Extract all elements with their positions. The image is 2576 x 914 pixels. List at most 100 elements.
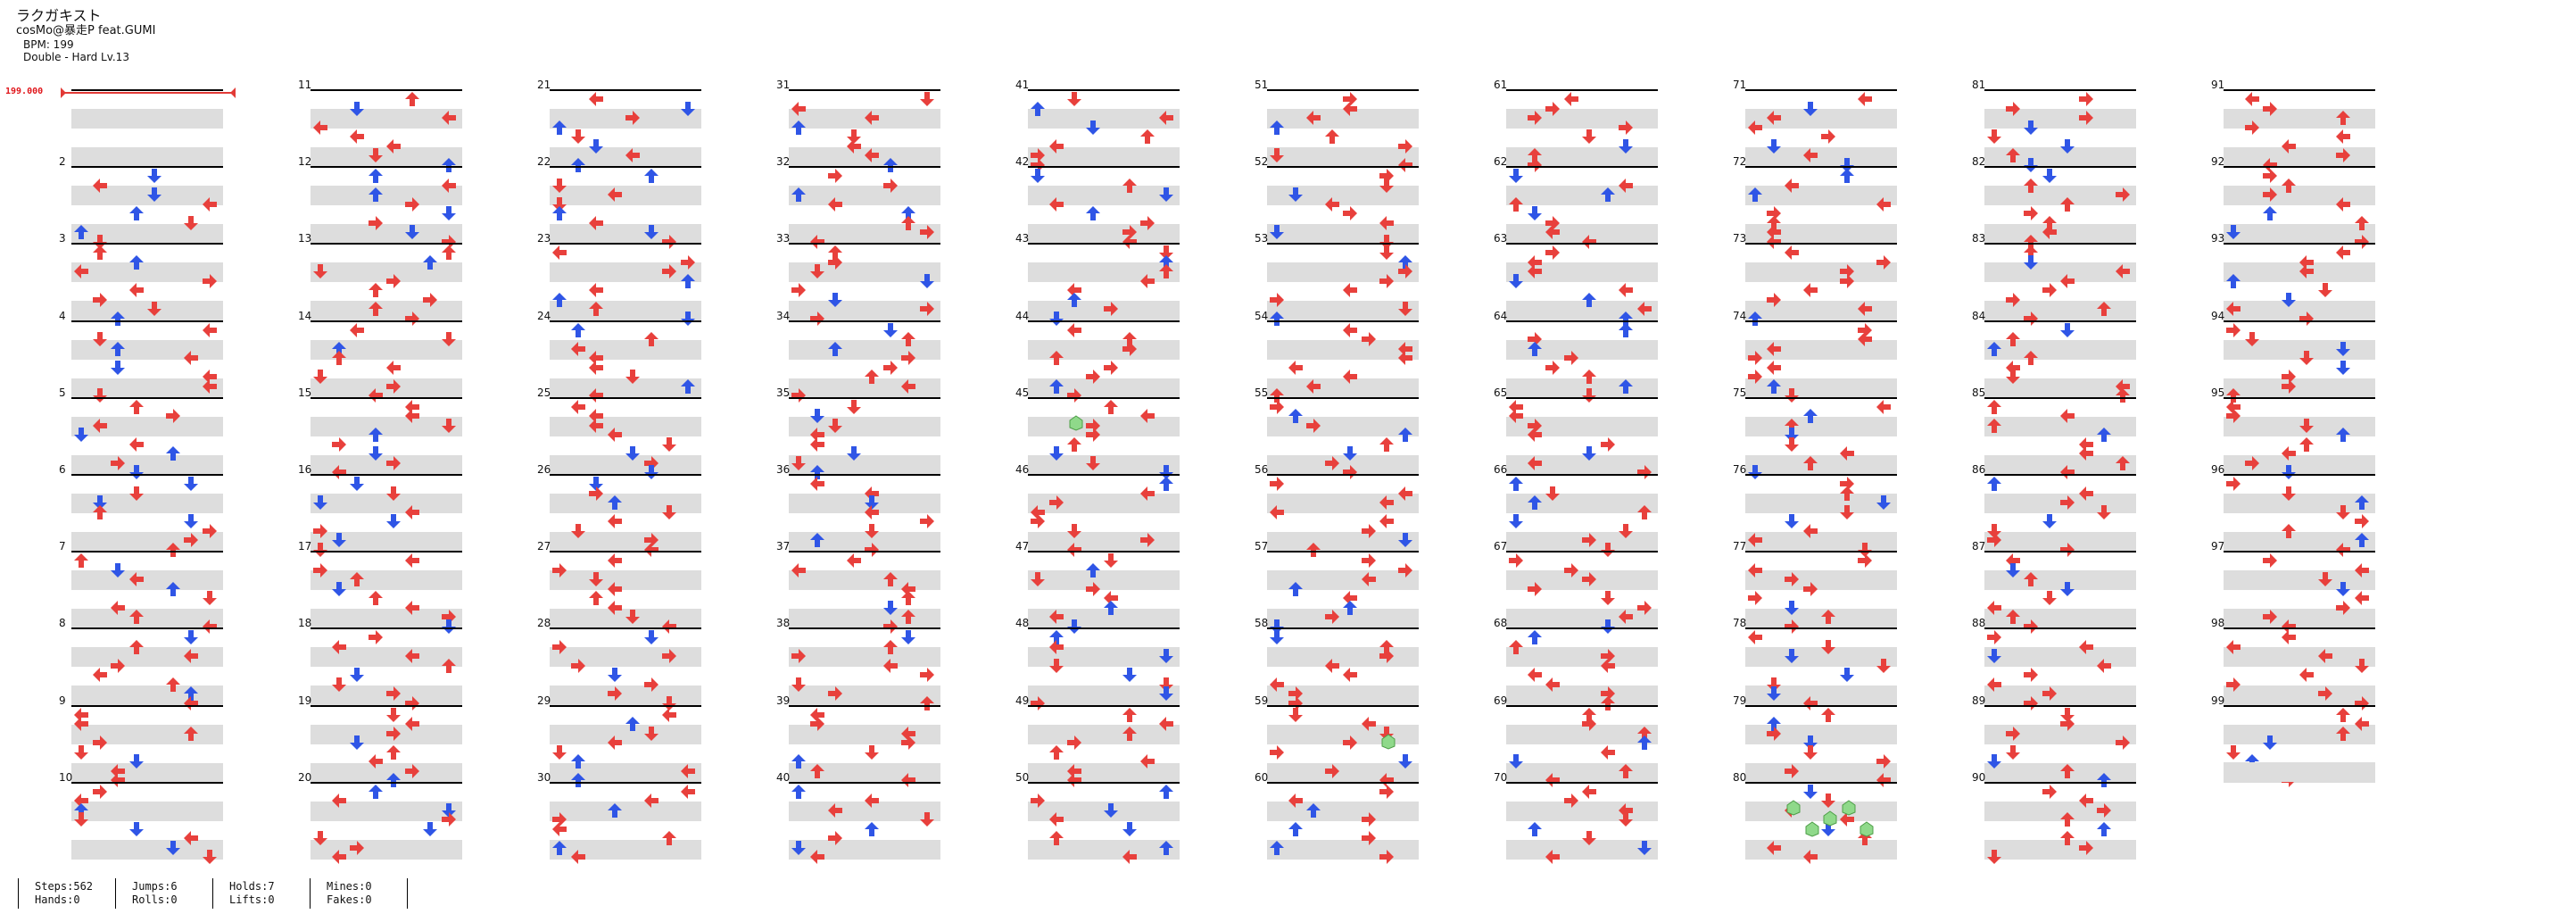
step-arrow-icon [2078, 110, 2094, 126]
step-arrow-icon [92, 387, 108, 403]
step-arrow-icon [1986, 532, 2002, 548]
step-arrow-icon [1158, 254, 1174, 270]
step-arrow-icon [2023, 245, 2039, 261]
step-arrow-icon [1066, 763, 1082, 779]
beat-stripe [311, 609, 462, 629]
step-arrow-icon [864, 486, 880, 502]
step-arrow-icon [864, 744, 880, 760]
beat-stripe [1745, 224, 1897, 245]
step-arrow-icon [165, 445, 181, 461]
step-arrow-icon [73, 793, 89, 809]
step-arrow-icon [331, 581, 347, 597]
step-arrow-icon [1269, 619, 1285, 635]
step-arrow-icon [1139, 215, 1155, 231]
beat-stripe [2224, 109, 2375, 129]
step-arrow-icon [919, 695, 935, 711]
step-arrow-icon [1545, 101, 1561, 117]
measure-number: 89 [1972, 694, 1986, 707]
step-arrow-icon [312, 263, 328, 279]
step-arrow-icon [1508, 399, 1524, 415]
step-arrow-icon [1030, 168, 1046, 184]
measure-line [1506, 89, 1658, 91]
step-arrow-icon [2115, 455, 2131, 471]
step-arrow-icon [1066, 542, 1082, 558]
hold-head-icon [1804, 821, 1820, 837]
beat-stripe [1028, 801, 1180, 821]
step-arrow-icon [202, 523, 218, 539]
step-arrow-icon [441, 178, 457, 194]
step-arrow-icon [1397, 157, 1413, 173]
step-arrow-icon [900, 726, 916, 742]
step-arrow-icon [680, 101, 696, 117]
step-arrow-icon [110, 658, 126, 674]
step-arrow-icon [1048, 658, 1064, 674]
step-arrow-icon [404, 224, 420, 240]
step-arrow-icon [404, 648, 420, 664]
step-arrow-icon [1288, 686, 1304, 702]
step-arrow-icon [1766, 378, 1782, 395]
measure-number: 91 [2211, 79, 2225, 91]
step-arrow-icon [2096, 821, 2112, 837]
measure-line [1745, 89, 1897, 91]
beat-stripe [1745, 416, 1897, 436]
step-arrow-icon [2078, 486, 2094, 502]
measure-line [2224, 396, 2375, 399]
step-arrow-icon [1600, 658, 1616, 674]
step-arrow-icon [2078, 91, 2094, 107]
measure-line [2224, 243, 2375, 245]
measure-number: 24 [537, 309, 551, 322]
step-arrow-icon [1581, 707, 1597, 723]
step-arrow-icon [2354, 215, 2370, 231]
step-arrow-icon [1066, 282, 1082, 298]
step-arrow-icon [1139, 532, 1155, 548]
beat-stripe [789, 416, 940, 436]
step-arrow-icon [864, 494, 880, 511]
beat-stripe [1267, 262, 1419, 283]
measure-line [2224, 89, 2375, 91]
step-arrow-icon [1103, 590, 1119, 606]
measure-line [1028, 89, 1180, 91]
measure-number: 30 [537, 770, 551, 784]
step-arrow-icon [900, 629, 916, 645]
step-arrow-icon [2059, 581, 2075, 597]
measure-line [1028, 320, 1180, 322]
beat-stripe [789, 839, 940, 860]
beat-stripe [789, 147, 940, 167]
step-arrow-icon [661, 263, 677, 279]
step-arrow-icon [1839, 263, 1855, 279]
step-arrow-icon [1379, 215, 1395, 231]
step-arrow-icon [900, 331, 916, 347]
step-arrow-icon [2115, 187, 2131, 203]
measure-line [311, 627, 462, 630]
measure-line [311, 781, 462, 784]
step-arrow-icon [202, 849, 218, 865]
measure-number: 84 [1972, 309, 1986, 322]
step-arrow-icon [1784, 245, 1800, 261]
step-arrow-icon [1527, 455, 1543, 471]
step-arrow-icon [2059, 138, 2075, 154]
measure-number: 8 [59, 617, 66, 630]
step-arrow-icon [165, 542, 181, 558]
step-arrow-icon [1527, 110, 1543, 126]
step-arrow-icon [1876, 254, 1892, 270]
measure-number: 2 [59, 155, 66, 169]
song-title: ラクガキスト [16, 7, 102, 24]
beat-stripe [550, 762, 701, 783]
step-arrow-icon [368, 427, 384, 443]
measure-number: 18 [298, 617, 312, 630]
measure-number: 26 [537, 463, 551, 476]
step-arrow-icon [1839, 486, 1855, 502]
step-arrow-icon [1269, 311, 1285, 327]
step-arrow-icon [680, 311, 696, 327]
step-chart: 199.000 12345678910111213141516171819202… [5, 79, 2375, 865]
measure-line [789, 166, 940, 169]
step-arrow-icon [2096, 427, 2112, 443]
step-arrow-icon [1269, 120, 1285, 136]
step-arrow-icon [1600, 590, 1616, 606]
measure-number: 64 [1494, 309, 1508, 322]
measure-number: 68 [1494, 617, 1508, 630]
beat-stripe [789, 494, 940, 513]
step-arrow-icon [1802, 282, 1818, 298]
step-arrow-icon [441, 110, 457, 126]
step-arrow-icon [422, 821, 438, 837]
